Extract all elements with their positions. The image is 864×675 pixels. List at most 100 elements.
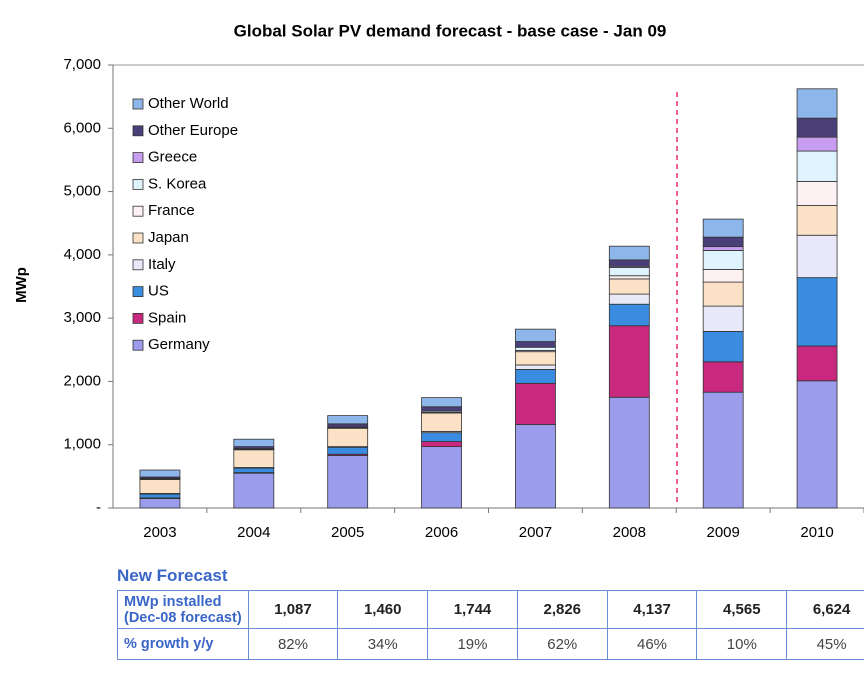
x-tick-label: 2003 (143, 524, 176, 541)
row-header-line: % growth y/y (124, 636, 214, 652)
bar-segment (796, 380, 838, 509)
table-cell: 45% (786, 628, 864, 660)
bar-segment (421, 412, 462, 432)
table-cell: 2,826 (516, 590, 608, 629)
bar-segment (796, 181, 838, 206)
x-tick-label: 2009 (707, 524, 740, 541)
legend-label: Other Europe (148, 122, 238, 139)
bar-segment (139, 493, 181, 499)
table-cell: 46% (606, 628, 698, 660)
x-tick-label: 2006 (425, 524, 458, 541)
legend-label: US (148, 283, 169, 300)
forecast-table: MWp installed (Dec-08 forecast) 1,087 1,460… (117, 590, 864, 660)
y-tick-label: 3,000 (63, 309, 101, 326)
bar-segment (796, 234, 838, 279)
table-row: % growth y/y 82% 34% 19% 62% 46% 10% 45% (117, 628, 864, 660)
y-axis-label: MWp (13, 267, 30, 303)
bar-segment (421, 397, 462, 408)
row-header: % growth y/y (117, 628, 249, 660)
legend-swatch (132, 232, 144, 244)
bar-segment (327, 455, 369, 509)
legend-label: Germany (148, 336, 210, 353)
legend-swatch (132, 152, 144, 164)
bar-segment (139, 469, 181, 478)
bar-segment (608, 267, 650, 277)
x-tick-label: 2010 (800, 524, 833, 541)
bar-segment (796, 88, 838, 119)
legend-swatch (132, 98, 144, 110)
legend-label: Spain (148, 309, 186, 326)
bar-segment (515, 341, 556, 348)
legend-label: Italy (148, 256, 176, 273)
bar-segment (702, 331, 744, 363)
legend-label: S. Korea (148, 175, 207, 192)
bar-segment (327, 423, 369, 428)
table-cell: 6,624 (786, 590, 864, 629)
row-header: MWp installed (Dec-08 forecast) (117, 590, 249, 629)
bar-segment (608, 278, 650, 295)
bar-segment (608, 275, 650, 280)
legend-swatch (132, 312, 144, 324)
y-tick-label: 6,000 (63, 119, 101, 136)
legend-label: Japan (148, 229, 189, 246)
bar-segment (608, 259, 650, 267)
bar-segment (702, 391, 744, 509)
bar-segment (139, 498, 181, 509)
legend-swatch (132, 205, 144, 217)
bar-segment (515, 328, 556, 342)
bar-segment (702, 305, 744, 332)
y-tick-label: 1,000 (63, 436, 101, 453)
bar-segment (796, 117, 838, 138)
bar-segment (702, 281, 744, 307)
table-cell: 19% (427, 628, 518, 660)
bar-segment (421, 446, 462, 509)
bar-segment (796, 136, 838, 152)
table-cell: 34% (337, 628, 429, 660)
legend-label: France (148, 202, 195, 219)
row-header-line: (Dec-08 forecast) (124, 609, 242, 626)
bar-segment (796, 150, 838, 182)
bar-segment (702, 246, 744, 251)
x-tick-label: 2004 (237, 524, 270, 541)
table-cell: 4,565 (696, 590, 788, 629)
bar-segment (515, 346, 556, 351)
table-cell: 62% (516, 628, 608, 660)
chart-title: Global Solar PV demand forecast - base c… (234, 21, 667, 40)
bar-segment (515, 364, 556, 370)
y-tick-label: 4,000 (63, 246, 101, 263)
legend-label: Greece (148, 149, 197, 166)
x-tick-label: 2008 (613, 524, 646, 541)
bar-segment (421, 406, 462, 412)
bar-segment (608, 293, 650, 305)
table-row: MWp installed (Dec-08 forecast) 1,087 1,460… (117, 590, 864, 629)
bar-segment (515, 351, 556, 366)
table-cell: 82% (247, 628, 339, 660)
y-tick-label: 2,000 (63, 372, 101, 389)
bar-segment (702, 236, 744, 248)
y-tick-label: - (96, 499, 101, 516)
legend-swatch (132, 259, 144, 271)
bar-segment (327, 427, 369, 448)
bar-segment (515, 382, 556, 425)
bar-segment (796, 277, 838, 347)
bar-segment (233, 438, 275, 448)
bar-segment (327, 446, 369, 455)
bar-segment (233, 449, 275, 468)
table-cell: 10% (696, 628, 788, 660)
bar-segment (796, 205, 838, 236)
bar-segment (796, 345, 838, 382)
bar-segment (515, 369, 556, 384)
table-cell: 1,744 (427, 590, 518, 629)
bar-segment (421, 432, 462, 442)
row-header-line: MWp installed (124, 593, 222, 610)
legend-swatch (132, 178, 144, 190)
legend-label: Other World (148, 95, 229, 112)
bar-segment (608, 325, 650, 398)
legend-swatch (132, 339, 144, 351)
bar-segment (702, 361, 744, 393)
bar-segment (702, 269, 744, 283)
bar-segment (608, 396, 650, 509)
bar-segment (139, 479, 181, 494)
x-tick-label: 2007 (519, 524, 552, 541)
y-tick-label: 5,000 (63, 183, 101, 200)
